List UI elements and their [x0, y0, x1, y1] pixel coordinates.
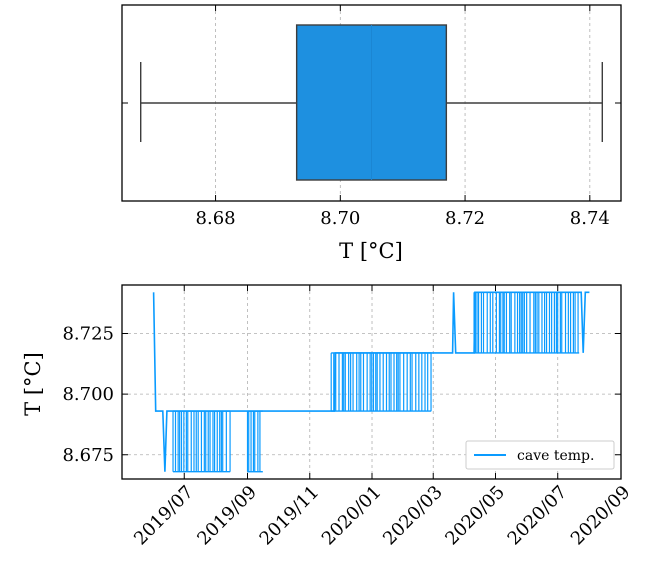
time-series-y-tick-label: 8.725 [62, 324, 114, 345]
time-series-panel: 2019/072019/092019/112020/012020/032020/… [21, 284, 635, 550]
time-series-x-tick-label: 2020/09 [567, 482, 635, 550]
time-series-x-tick-label: 2020/07 [504, 482, 572, 550]
box-plot-panel: 8.68 8.70 8.72 8.74 T [°C] [121, 4, 622, 263]
box-plot-elements [140, 24, 603, 181]
time-series-x-tick-label: 2019/09 [193, 482, 261, 550]
time-series-x-tick-label: 2020/05 [441, 482, 509, 550]
legend: cave temp. [465, 440, 615, 470]
time-series-y-axis-label: T [°C] [21, 352, 45, 416]
time-series-y-tick-label: 8.700 [62, 384, 114, 405]
legend-box [465, 440, 615, 470]
box-plot-ticks: 8.68 8.70 8.72 8.74 [122, 5, 621, 229]
box-plot-x-tick-label: 8.74 [570, 208, 610, 229]
box-plot-x-tick-label: 8.68 [196, 208, 236, 229]
time-series-x-tick-label: 2019/07 [130, 482, 198, 550]
time-series-frame [121, 284, 622, 480]
time-series-y-tick-label: 8.675 [62, 445, 114, 466]
time-series-x-tick-label: 2019/11 [256, 482, 324, 550]
time-series-x-tick-label: 2020/01 [318, 482, 386, 550]
box-plot-x-tick-label: 8.70 [320, 208, 360, 229]
legend-label-cave-temp: cave temp. [517, 448, 594, 464]
box-plot-x-tick-label: 8.72 [445, 208, 485, 229]
time-series-x-tick-label: 2020/03 [379, 482, 447, 550]
time-series-ticks: 2019/072019/092019/112020/012020/032020/… [62, 285, 635, 550]
box-plot-x-axis-label: T [°C] [339, 239, 403, 263]
series-line-cave-temp [152, 291, 590, 472]
